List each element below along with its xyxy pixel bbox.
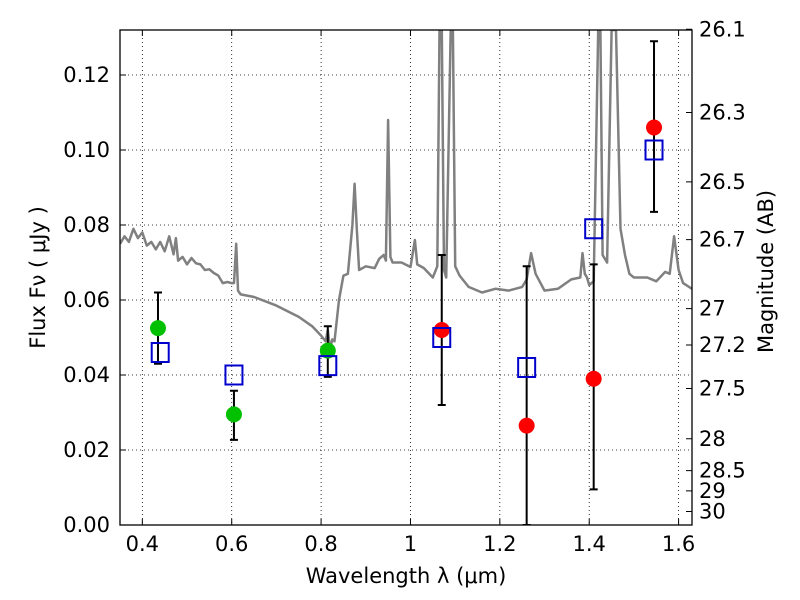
model-point [517, 357, 537, 378]
right-tick-label: 27 [699, 297, 726, 321]
right-tick-label: 30 [699, 500, 726, 524]
plot-area [120, 30, 692, 525]
x-tick-label: 1 [404, 532, 417, 556]
data-point [518, 417, 535, 434]
model-point [318, 355, 338, 377]
y-tick-label: 0.12 [63, 63, 110, 87]
y-tick-label: 0.10 [63, 138, 110, 162]
right-tick-label: 29 [699, 479, 726, 503]
ticks: 0.4 0.6 0.8 1 1.2 1.4 1.6 0.00 0.02 0.04 0.06 0.08 0… [63, 17, 746, 556]
y-tick-label: 0.00 [63, 513, 110, 537]
model-point [644, 139, 664, 161]
model-point [584, 218, 604, 240]
y-axis-label: Flux Fν ( μJy ) [26, 206, 50, 349]
y-tick-label: 0.02 [63, 438, 110, 462]
right-tick-label: 26.3 [699, 101, 746, 125]
x-tick-label: 1.6 [662, 532, 695, 556]
right-tick-label: 26.1 [699, 17, 746, 41]
x-axis-label: Wavelength λ (μm) [306, 564, 507, 588]
model-point [432, 327, 452, 348]
right-axis-label: Magnitude (AB) [754, 190, 778, 353]
model-spectrum-line [120, 30, 692, 351]
y-tick-label: 0.04 [63, 363, 110, 387]
axes-frame [119, 29, 693, 526]
right-tick-label: 26.5 [699, 170, 746, 194]
model-point [150, 342, 170, 363]
model-point [224, 364, 244, 386]
x-tick-label: 0.8 [304, 532, 337, 556]
right-tick-label: 28 [699, 427, 726, 451]
y-tick-label: 0.08 [63, 213, 110, 237]
x-tick-label: 0.4 [126, 532, 159, 556]
x-tick-label: 0.6 [215, 532, 248, 556]
x-tick-label: 1.2 [483, 532, 516, 556]
data-point [319, 342, 336, 359]
right-tick-label: 26.7 [699, 228, 746, 252]
right-tick-label: 27.2 [699, 333, 746, 357]
x-tick-label: 1.4 [573, 532, 606, 556]
data-point [585, 370, 602, 387]
data-point [149, 320, 166, 337]
right-tick-label: 28.5 [699, 459, 746, 483]
data-point [225, 406, 242, 423]
y-tick-label: 0.06 [63, 288, 110, 312]
data-point [646, 119, 663, 136]
right-tick-label: 27.5 [699, 377, 746, 401]
data-point [433, 322, 450, 338]
